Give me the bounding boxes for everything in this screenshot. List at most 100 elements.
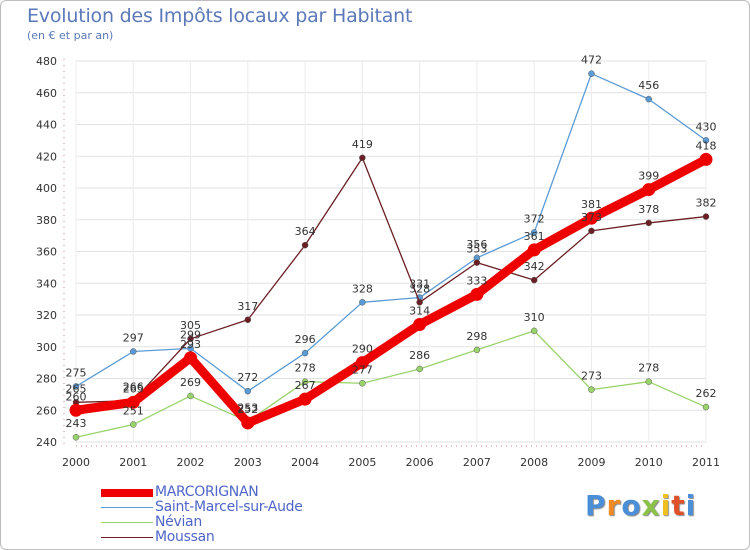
series-point bbox=[301, 349, 309, 357]
chart-subtitle: (en € et par an) bbox=[27, 29, 114, 42]
data-label: 253 bbox=[237, 401, 258, 414]
series-point bbox=[130, 421, 137, 428]
series-point bbox=[588, 227, 595, 235]
x-tick-label: 2005 bbox=[348, 456, 376, 469]
series-point bbox=[241, 416, 255, 430]
data-label: 305 bbox=[180, 319, 201, 332]
series-point bbox=[642, 183, 656, 197]
data-label: 262 bbox=[696, 387, 717, 400]
series-point bbox=[359, 380, 366, 387]
x-tick-label: 2008 bbox=[520, 456, 548, 469]
data-label: 430 bbox=[696, 120, 717, 133]
series-point bbox=[588, 70, 595, 77]
data-label: 267 bbox=[295, 379, 316, 392]
series-point bbox=[130, 348, 137, 355]
proxiti-logo: Proxiti bbox=[585, 489, 696, 522]
data-label: 364 bbox=[295, 225, 316, 238]
series-point bbox=[69, 403, 83, 417]
logo-letter: i bbox=[685, 489, 697, 522]
series-point bbox=[244, 316, 252, 324]
x-tick-label: 2007 bbox=[463, 456, 491, 469]
series-point bbox=[702, 137, 710, 144]
x-tick-label: 2006 bbox=[406, 456, 434, 469]
data-label: 328 bbox=[409, 282, 430, 295]
y-tick-label: 380 bbox=[36, 214, 57, 227]
x-tick-label: 2004 bbox=[291, 456, 319, 469]
data-label: 297 bbox=[123, 332, 144, 345]
series-point bbox=[530, 229, 538, 236]
data-label: 418 bbox=[696, 139, 717, 152]
data-label: 456 bbox=[638, 79, 659, 92]
x-tick-label: 2002 bbox=[177, 456, 205, 469]
y-tick-label: 260 bbox=[36, 404, 57, 417]
series-point bbox=[473, 346, 481, 354]
data-label: 275 bbox=[66, 366, 87, 379]
series-point bbox=[359, 154, 366, 162]
legend-label: MARCORIGNAN bbox=[155, 484, 259, 500]
series-point bbox=[126, 395, 140, 409]
data-label: 266 bbox=[123, 381, 144, 394]
series-point bbox=[301, 241, 309, 249]
data-label: 277 bbox=[352, 363, 373, 376]
data-label: 278 bbox=[295, 362, 316, 375]
series-point bbox=[187, 345, 194, 352]
data-label: 361 bbox=[524, 230, 545, 243]
series-point bbox=[416, 365, 423, 373]
data-label: 290 bbox=[352, 343, 373, 356]
y-tick-label: 360 bbox=[36, 246, 57, 259]
data-label: 251 bbox=[123, 405, 144, 418]
series-line-2 bbox=[75, 157, 707, 403]
logo-letter: o bbox=[621, 489, 642, 522]
data-label: 286 bbox=[409, 349, 430, 362]
data-label: 260 bbox=[66, 390, 87, 403]
data-label: 265 bbox=[66, 382, 87, 395]
logo-letter: r bbox=[606, 489, 622, 522]
series-point bbox=[359, 299, 366, 306]
series-line-3 bbox=[71, 154, 711, 428]
data-label: 293 bbox=[180, 338, 201, 351]
y-tick-label: 420 bbox=[36, 150, 57, 163]
series-point bbox=[588, 386, 595, 393]
x-tick-label: 2009 bbox=[577, 456, 605, 469]
data-label: 243 bbox=[66, 417, 87, 430]
x-tick-label: 2003 bbox=[234, 456, 262, 469]
data-label: 353 bbox=[466, 243, 487, 256]
series-point bbox=[187, 335, 194, 343]
series-point bbox=[530, 276, 538, 284]
series-point bbox=[470, 287, 484, 301]
series-point bbox=[72, 383, 80, 390]
data-label: 333 bbox=[466, 274, 487, 287]
series-point bbox=[187, 392, 194, 400]
series-point bbox=[702, 213, 710, 220]
logo-letter: t bbox=[671, 489, 686, 522]
data-label: 342 bbox=[524, 260, 545, 273]
data-label: 378 bbox=[638, 203, 659, 216]
legend-swatch-nevian bbox=[101, 522, 153, 523]
series-point bbox=[702, 403, 710, 411]
data-label: 298 bbox=[466, 330, 487, 343]
data-label: 296 bbox=[295, 333, 316, 346]
x-tick-label: 2000 bbox=[62, 456, 90, 469]
x-tick-label: 2011 bbox=[692, 456, 720, 469]
data-label: 356 bbox=[466, 238, 487, 251]
series-point bbox=[244, 387, 252, 395]
data-label: 273 bbox=[581, 370, 602, 383]
data-label: 269 bbox=[180, 376, 201, 389]
series-point bbox=[584, 211, 598, 225]
data-label: 472 bbox=[581, 54, 602, 67]
logo-letter: i bbox=[660, 489, 672, 522]
legend-swatch-marcorignan bbox=[101, 489, 153, 497]
y-tick-label: 460 bbox=[36, 87, 57, 100]
data-label: 373 bbox=[581, 211, 602, 224]
series-point bbox=[699, 152, 713, 166]
data-label: 310 bbox=[524, 311, 545, 324]
series-point bbox=[416, 299, 423, 306]
data-label: 299 bbox=[180, 328, 201, 341]
logo-letter: P bbox=[585, 489, 607, 522]
y-tick-label: 400 bbox=[36, 182, 57, 195]
y-tick-label: 480 bbox=[36, 55, 57, 68]
series-point bbox=[301, 378, 309, 385]
series-point bbox=[355, 356, 369, 370]
data-label: 314 bbox=[409, 305, 430, 318]
